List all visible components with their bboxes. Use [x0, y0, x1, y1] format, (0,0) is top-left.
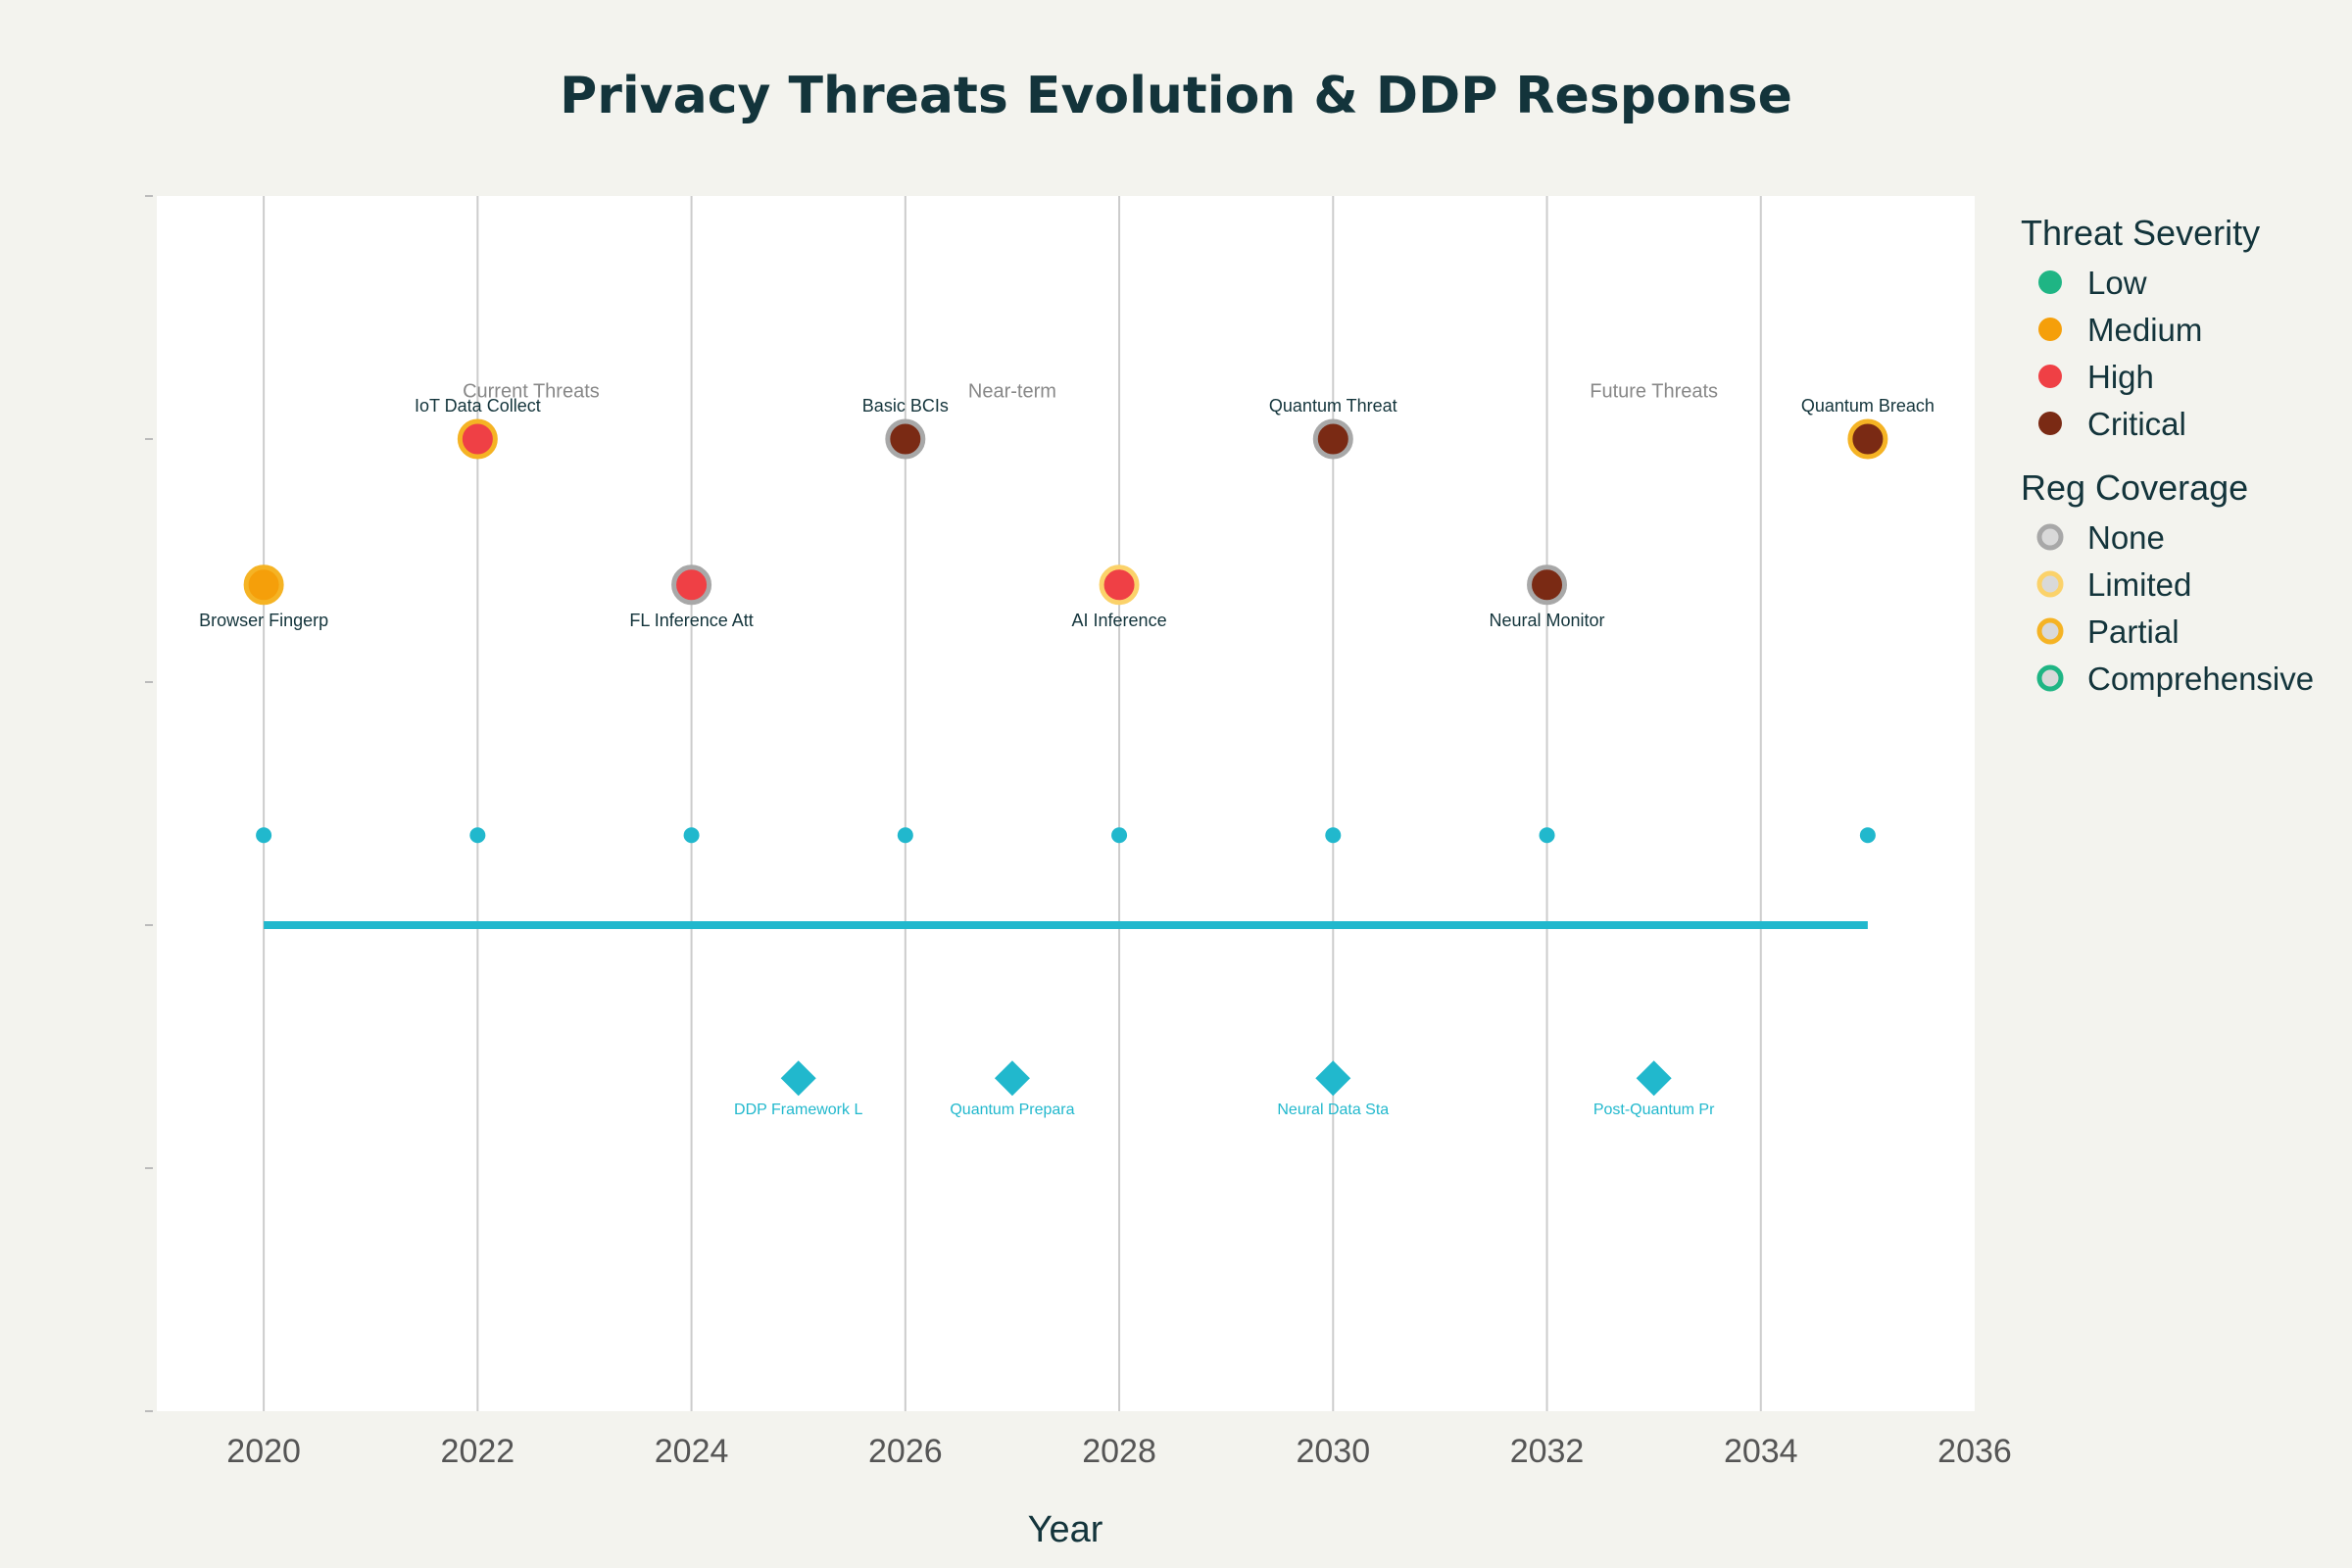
timeline-marker-2032: [1539, 827, 1555, 844]
response-marker-1: [994, 1060, 1030, 1097]
response-label-3: Post-Quantum Pr: [1593, 1102, 1715, 1118]
threat-label-0: Browser Fingerp: [199, 611, 328, 630]
legend-swatch-critical: [2038, 412, 2062, 435]
timeline-marker-2020: [256, 827, 272, 844]
timeline-marker-2035: [1859, 827, 1876, 844]
threat-label-6: Neural Monitor: [1490, 611, 1605, 630]
x-tick-label-2034: 2034: [1724, 1433, 1798, 1470]
x-axis-title: Year: [1028, 1509, 1103, 1550]
threat-point-6: [1527, 564, 1568, 606]
x-tick-label-2024: 2024: [655, 1433, 729, 1470]
threat-label-1: IoT Data Collect: [415, 396, 541, 416]
timeline-marker-2028: [1111, 827, 1128, 844]
threat-point-7: [1847, 418, 1888, 460]
threat-label-3: Basic BCIs: [862, 396, 949, 416]
legend-swatch-comprehensive: [2036, 664, 2064, 692]
legend-swatch-medium: [2038, 318, 2062, 341]
threat-point-1: [457, 418, 498, 460]
legend-swatch-none: [2036, 523, 2064, 551]
response-marker-0: [780, 1060, 816, 1097]
legend-item-limited: Limited: [2087, 566, 2191, 603]
grid: [263, 196, 1762, 1411]
threat-label-7: Quantum Breach: [1801, 396, 1935, 416]
chart-title: Privacy Threats Evolution & DDP Response: [560, 67, 1792, 125]
legend: Threat Severity Low Medium High Critical Reg …: [2021, 213, 2314, 697]
response-label-2: Neural Data Sta: [1277, 1102, 1389, 1118]
response-marker-3: [1636, 1060, 1672, 1097]
threat-label-4: AI Inference: [1072, 611, 1167, 630]
threat-label-2: FL Inference Att: [629, 611, 753, 630]
legend-item-high: High: [2087, 359, 2154, 395]
legend-item-none: None: [2087, 519, 2165, 556]
response-marker-2: [1315, 1060, 1351, 1097]
timeline-marker-2022: [469, 827, 486, 844]
response-label-1: Quantum Prepara: [950, 1102, 1074, 1118]
x-tick-label-2020: 2020: [226, 1433, 301, 1470]
legend-swatch-partial: [2036, 617, 2064, 645]
timeline-marker-2024: [683, 827, 700, 844]
legend-item-low: Low: [2087, 265, 2147, 301]
period-label-1: Near-term: [968, 380, 1056, 402]
threats: Browser Fingerp IoT Data Collect FL Infere…: [199, 396, 1935, 630]
legend-swatch-high: [2038, 365, 2062, 388]
plot-area: [157, 196, 1975, 1411]
legend-coverage-title: Reg Coverage: [2021, 467, 2248, 508]
legend-item-critical: Critical: [2087, 406, 2186, 442]
timeline-markers: [256, 827, 1876, 844]
legend-swatch-limited: [2036, 570, 2064, 598]
x-tick-label-2036: 2036: [1937, 1433, 2012, 1470]
period-labels: Current Threats Near-term Future Threats: [463, 380, 1718, 402]
y-ticks: [145, 195, 153, 1412]
period-label-2: Future Threats: [1590, 380, 1718, 402]
threat-label-5: Quantum Threat: [1269, 396, 1397, 416]
timeline-marker-2026: [897, 827, 913, 844]
response-label-0: DDP Framework L: [734, 1102, 862, 1118]
legend-item-partial: Partial: [2087, 613, 2180, 650]
threat-point-2: [671, 564, 712, 606]
threat-point-4: [1099, 564, 1140, 606]
legend-swatch-low: [2038, 270, 2062, 294]
x-tick-label-2028: 2028: [1082, 1433, 1156, 1470]
timeline-marker-2030: [1325, 827, 1342, 844]
responses: DDP Framework L Quantum Prepara Neural Dat…: [734, 1060, 1715, 1118]
x-tick-label-2032: 2032: [1510, 1433, 1585, 1470]
period-label-0: Current Threats: [463, 380, 600, 402]
legend-item-medium: Medium: [2087, 312, 2202, 348]
x-tick-label-2026: 2026: [868, 1433, 943, 1470]
threat-point-0: [243, 564, 284, 606]
legend-item-comprehensive: Comprehensive: [2087, 661, 2314, 697]
threat-point-5: [1312, 418, 1353, 460]
threat-point-3: [885, 418, 926, 460]
x-tick-label-2030: 2030: [1296, 1433, 1370, 1470]
x-ticks: 2020 2022 2024 2026 2028 2030 2032 2034 2036: [226, 1433, 2012, 1470]
legend-severity-title: Threat Severity: [2021, 213, 2260, 253]
x-tick-label-2022: 2022: [441, 1433, 515, 1470]
